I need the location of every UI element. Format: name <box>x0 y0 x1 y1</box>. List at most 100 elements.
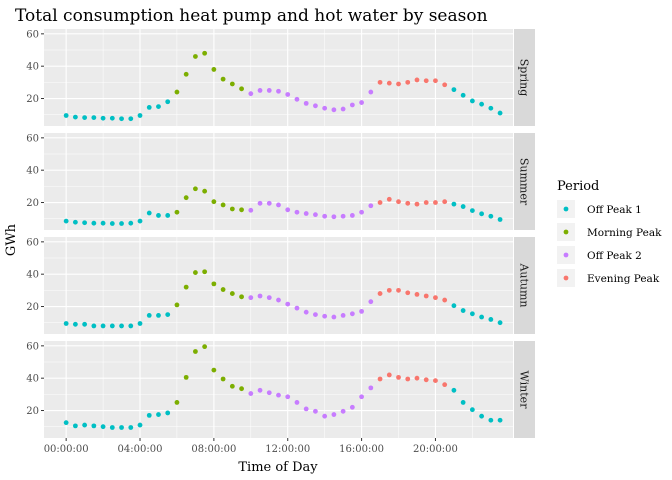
data-point <box>423 78 429 84</box>
panel-background <box>44 341 513 438</box>
data-point <box>414 291 420 297</box>
data-point <box>174 89 180 95</box>
data-point <box>433 200 438 205</box>
facet-panel-spring: 20 40 60 Spring <box>26 29 535 126</box>
data-point <box>266 88 272 93</box>
data-point <box>193 54 198 59</box>
data-point <box>100 323 106 329</box>
data-point <box>322 413 328 419</box>
data-point <box>183 71 189 77</box>
data-point <box>220 202 226 208</box>
data-point <box>257 88 263 93</box>
data-point <box>349 311 355 317</box>
data-point <box>396 374 401 380</box>
y-tick-label: 20 <box>26 94 39 105</box>
data-point <box>340 106 346 112</box>
data-point <box>100 424 106 430</box>
y-tick-label: 20 <box>26 198 39 209</box>
data-point <box>294 400 300 405</box>
data-point <box>183 374 189 380</box>
facet-strip <box>514 29 535 126</box>
data-point <box>331 412 337 417</box>
data-point <box>313 103 318 109</box>
data-point <box>239 207 244 213</box>
data-point <box>414 77 420 83</box>
legend-label: Off Peak 1 <box>587 204 642 216</box>
data-point <box>119 116 124 122</box>
data-point <box>165 99 171 105</box>
data-point <box>229 383 235 389</box>
data-point <box>82 115 88 120</box>
data-point <box>433 295 438 301</box>
data-point <box>331 214 337 220</box>
data-point <box>72 423 78 429</box>
data-point <box>386 80 392 86</box>
data-point <box>248 91 254 97</box>
data-point <box>109 323 115 329</box>
data-point <box>386 372 392 378</box>
data-point <box>109 115 115 121</box>
data-point <box>451 387 457 393</box>
data-point <box>368 89 374 95</box>
data-point <box>469 98 475 104</box>
data-point <box>220 287 226 292</box>
data-point <box>488 417 494 423</box>
data-point <box>239 86 244 92</box>
legend-label: Morning Peak <box>587 227 662 239</box>
data-point <box>396 287 401 293</box>
chart-title: Total consumption heat pump and hot wate… <box>15 6 488 26</box>
data-point <box>451 303 457 309</box>
panel-background <box>44 29 513 126</box>
data-point <box>211 67 217 72</box>
data-point <box>193 270 198 275</box>
data-point <box>294 209 300 215</box>
data-point <box>174 209 180 215</box>
data-point <box>497 320 503 326</box>
data-point <box>423 293 429 299</box>
data-point <box>156 213 161 218</box>
data-point <box>303 211 309 216</box>
data-point <box>82 220 88 226</box>
data-point <box>469 407 475 413</box>
data-point <box>294 96 300 102</box>
facet-panel-autumn: 20 40 60 Autumn <box>26 237 535 334</box>
data-point <box>211 281 217 287</box>
data-point <box>248 391 254 396</box>
data-point <box>128 220 134 226</box>
x-tick-label: 00:00:00 <box>44 444 89 455</box>
facet-panel-summer: 20 40 60 Summer <box>26 133 535 230</box>
data-point <box>137 113 143 118</box>
y-tick-label: 40 <box>26 62 39 73</box>
data-point <box>479 211 485 217</box>
data-point <box>109 425 115 430</box>
data-point <box>405 200 411 206</box>
data-point <box>266 390 272 396</box>
data-point <box>469 208 475 214</box>
x-tick-label: 12:00:00 <box>265 444 310 455</box>
data-point <box>146 313 152 318</box>
facet-panels: 20 40 60 Spring 20 40 60 Summer 20 40 60 Autumn 20 40… <box>26 29 535 438</box>
y-tick-label: 60 <box>26 29 39 40</box>
data-point <box>211 199 217 205</box>
data-point <box>156 412 161 417</box>
data-point <box>174 400 180 405</box>
data-point <box>100 220 106 226</box>
data-point <box>359 394 364 400</box>
y-tick-label: 60 <box>26 341 39 352</box>
data-point <box>165 312 171 317</box>
data-point <box>423 200 429 205</box>
legend-title: Period <box>557 179 599 194</box>
data-point <box>460 204 466 209</box>
data-point <box>202 344 208 350</box>
data-point <box>183 195 189 201</box>
y-axis-title: GWh <box>4 223 19 256</box>
data-point <box>396 199 401 205</box>
data-point <box>359 209 364 215</box>
data-point <box>313 408 318 414</box>
data-point <box>349 213 355 218</box>
data-point <box>433 78 438 84</box>
data-point <box>248 295 254 301</box>
legend-marker <box>563 275 569 281</box>
data-point <box>460 400 466 405</box>
x-tick-label: 16:00:00 <box>339 444 384 455</box>
